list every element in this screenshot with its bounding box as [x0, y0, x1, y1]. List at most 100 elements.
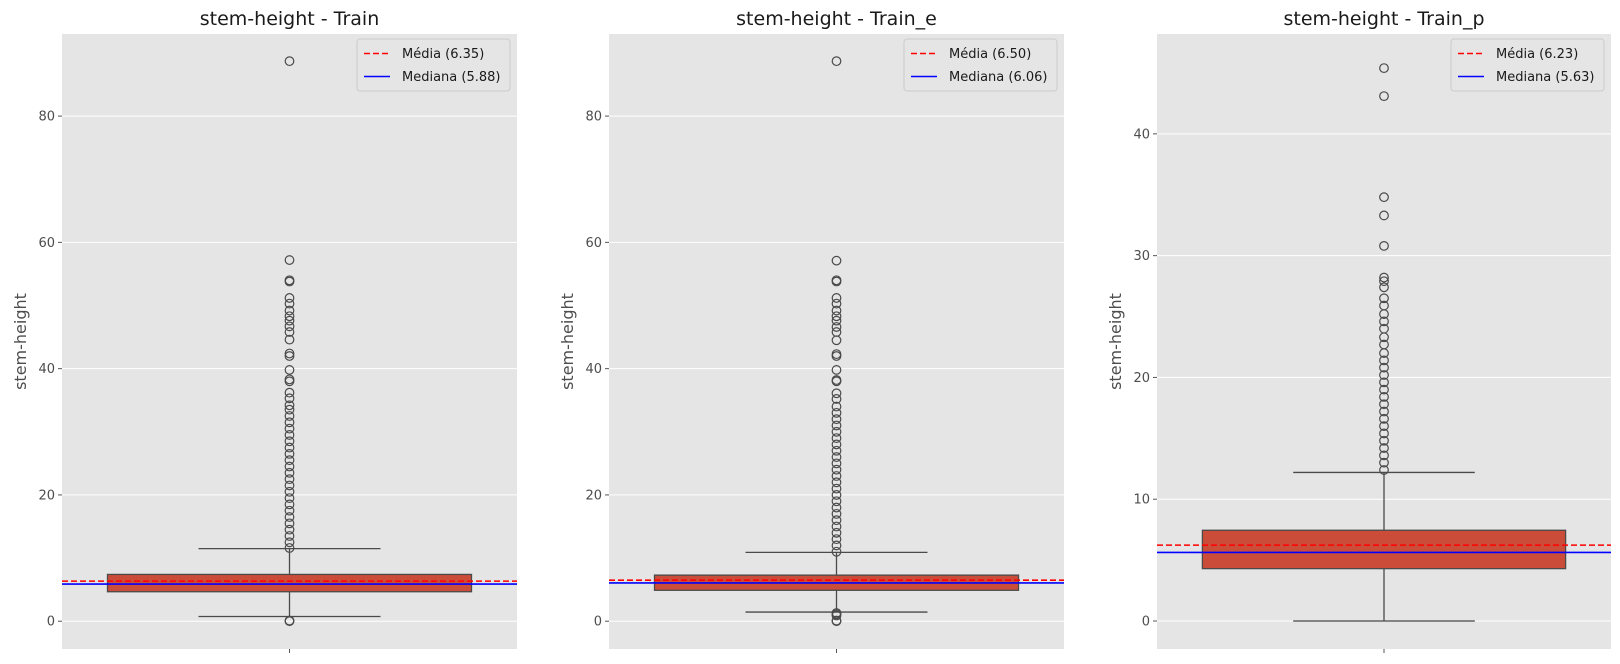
outlier-point	[831, 388, 842, 399]
outlier-point	[284, 543, 295, 553]
outlier-point	[284, 518, 295, 529]
outlier-point	[831, 452, 842, 462]
y-tick-label: 20	[38, 488, 55, 503]
outlier-point	[831, 496, 842, 507]
y-tick-label: 20	[1133, 371, 1150, 386]
iqr-box	[106, 573, 473, 593]
outlier-point	[284, 499, 295, 510]
outlier-point	[831, 508, 842, 519]
outlier-point	[1379, 443, 1389, 453]
outlier-point	[831, 540, 842, 551]
outlier-point	[831, 439, 842, 450]
outlier-point	[831, 311, 842, 322]
outlier-point	[284, 524, 295, 535]
outlier-point	[1379, 355, 1389, 366]
outlier-point	[831, 375, 842, 385]
outlier-point	[831, 315, 842, 326]
outlier-point	[284, 393, 295, 404]
outlier-point	[831, 293, 842, 303]
y-tick-label: 10	[1133, 493, 1150, 508]
outlier-point	[1379, 339, 1389, 350]
outlier-point	[831, 546, 842, 557]
outlier-point	[284, 436, 295, 447]
outlier-point	[284, 321, 295, 332]
outlier-point	[1379, 272, 1389, 283]
outlier-point	[284, 505, 295, 516]
outlier-point	[284, 474, 295, 485]
outlier-point	[831, 305, 842, 316]
outlier-point	[284, 467, 295, 478]
outlier-point	[831, 502, 842, 513]
subplot-title: stem-height - Train	[200, 8, 380, 30]
outlier-point	[1379, 465, 1389, 475]
outlier-point	[831, 527, 842, 538]
outlier-point	[284, 411, 295, 421]
outlier-point	[284, 387, 295, 398]
outlier-point	[284, 430, 295, 440]
outlier-point	[284, 461, 295, 472]
subplot-2: 0 20 40 60 80 stem-height - Train_e stem-heigh…	[558, 8, 1064, 653]
outlier-point	[1379, 316, 1389, 327]
outlier-point	[284, 327, 295, 337]
outlier-point	[1379, 421, 1389, 432]
y-tick-label: 40	[585, 362, 602, 377]
outlier-point	[284, 512, 295, 522]
subplot-1: 0 20 40 60 80 stem-height - Train stem-height M…	[11, 8, 517, 653]
outlier-point	[1379, 370, 1389, 380]
legend-frame	[356, 38, 511, 92]
outlier-point	[831, 426, 842, 437]
y-axis-label: stem-height	[11, 293, 30, 390]
outlier-point	[284, 275, 295, 286]
outlier-point	[1379, 384, 1389, 395]
y-tick-label: 0	[47, 615, 55, 630]
legend-mean-label: Média (6.23)	[1496, 47, 1578, 62]
plot-background	[609, 34, 1064, 649]
outlier-point	[1379, 457, 1389, 468]
outlier-point	[831, 464, 842, 475]
outlier-point	[1379, 192, 1389, 203]
y-tick-label: 60	[38, 236, 55, 251]
outlier-point	[831, 298, 842, 309]
outlier-point	[284, 293, 295, 303]
outlier-point	[831, 420, 842, 431]
outlier-point	[831, 615, 842, 626]
outlier-point	[831, 275, 842, 286]
y-tick-label: 80	[38, 110, 55, 125]
outlier-point	[284, 442, 295, 453]
y-axis-label: stem-height	[558, 293, 577, 390]
outlier-point	[284, 400, 295, 411]
outlier-point	[831, 515, 842, 526]
outlier-point	[831, 521, 842, 532]
outlier-point	[1379, 293, 1389, 304]
outlier-point	[284, 315, 295, 326]
outlier-point	[284, 374, 295, 385]
outlier-point	[831, 490, 842, 500]
legend-median-label: Mediana (5.63)	[1496, 70, 1594, 85]
outlier-point	[1379, 392, 1389, 402]
subplot-title: stem-height - Train_e	[736, 8, 937, 30]
outlier-point	[831, 322, 842, 332]
legend-mean-label: Média (6.35)	[402, 47, 484, 62]
outlier-point	[1379, 406, 1389, 417]
outlier-point	[1379, 362, 1389, 373]
outlier-point	[284, 537, 295, 548]
outlier-point	[831, 394, 842, 404]
outlier-point	[284, 448, 295, 459]
outlier-point	[831, 483, 842, 494]
outlier-point	[831, 327, 842, 337]
outlier-point	[284, 255, 295, 265]
iqr-box	[1201, 529, 1567, 570]
outlier-point	[1379, 413, 1389, 424]
outlier-point	[284, 305, 295, 316]
outlier-point	[831, 407, 842, 418]
outlier-point	[1379, 276, 1389, 287]
outlier-point	[831, 414, 842, 425]
outlier-point	[831, 445, 842, 456]
outlier-point	[831, 349, 842, 360]
outlier-point	[284, 311, 295, 322]
outlier-point	[284, 615, 295, 626]
outlier-point	[284, 348, 295, 359]
outlier-point	[284, 531, 295, 541]
outlier-point	[831, 365, 842, 375]
